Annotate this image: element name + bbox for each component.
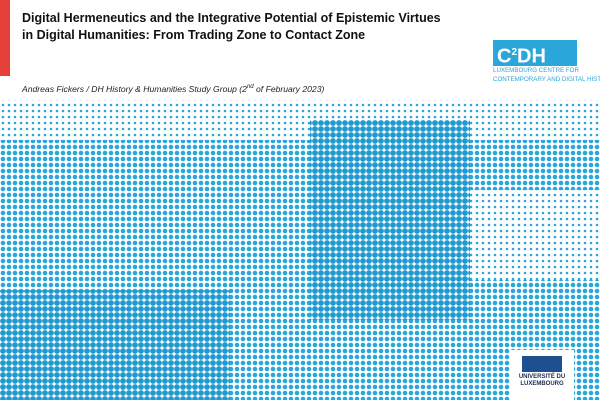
- subtitle-text: Andreas Fickers / DH History & Humanitie…: [22, 84, 247, 94]
- subtitle: Andreas Fickers / DH History & Humanitie…: [22, 84, 324, 94]
- university-name: UNIVERSITÉ DU: [518, 374, 566, 380]
- university-mark: [522, 356, 562, 372]
- logo-caption: CONTEMPORARY AND DIGITAL HISTO: [493, 76, 600, 83]
- logo-box: C2DH: [493, 40, 577, 68]
- c2dh-logo: C2DH LUXEMBOURG CENTRE FOR CONTEMPORARY …: [493, 40, 600, 84]
- title-line: in Digital Humanities: From Trading Zone…: [22, 28, 366, 42]
- title-line: Digital Hermeneutics and the Integrative…: [22, 11, 441, 25]
- university-name: LUXEMBOURG: [520, 381, 564, 387]
- university-logo: UNIVERSITÉ DU LUXEMBOURG: [510, 350, 574, 400]
- logo-caption: LUXEMBOURG CENTRE FOR: [493, 67, 579, 74]
- subtitle-superscript: nd: [246, 84, 254, 91]
- subtitle-text: of February 2023): [253, 84, 325, 94]
- slide-title: Digital Hermeneutics and the Integrative…: [22, 10, 441, 44]
- logo-superscript: 2: [511, 47, 518, 58]
- logo-text: C: [497, 45, 512, 68]
- logo-text: DH: [517, 45, 546, 68]
